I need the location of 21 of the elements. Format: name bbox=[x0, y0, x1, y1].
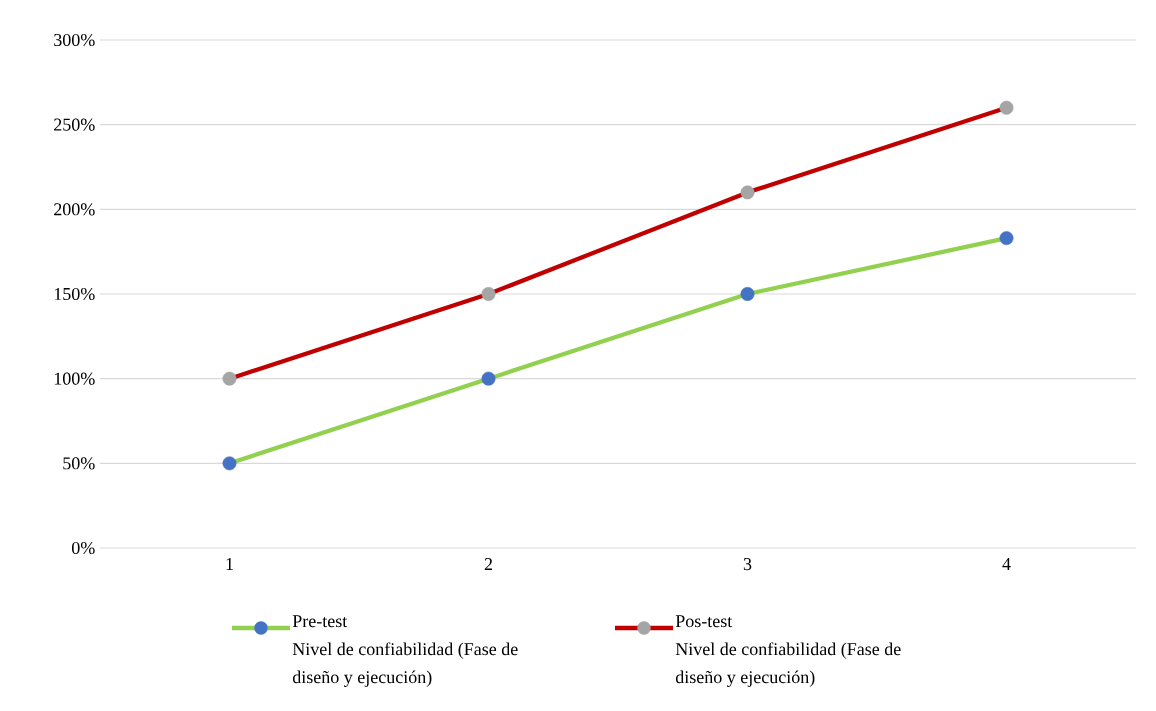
point bbox=[481, 371, 496, 386]
legend-label: Pre-test Nivel de confiabilidad (Fase de diseño y ejecución) bbox=[292, 615, 518, 687]
legend-label: Pos-test Nivel de confiabilidad (Fase de diseño y ejecución) bbox=[675, 615, 901, 687]
point bbox=[222, 456, 237, 471]
y-tick-label: 100% bbox=[54, 372, 95, 385]
point bbox=[999, 100, 1014, 115]
y-tick-label: 50% bbox=[63, 457, 95, 470]
point bbox=[481, 287, 496, 301]
y-tick-label: 150% bbox=[54, 287, 95, 301]
point bbox=[740, 287, 755, 301]
point bbox=[999, 231, 1014, 246]
x-tick-label: 3 bbox=[743, 558, 752, 571]
y-tick-label: 200% bbox=[54, 203, 95, 216]
x-tick-label: 1 bbox=[226, 558, 233, 570]
point bbox=[740, 185, 755, 200]
y-tick-label: 250% bbox=[54, 118, 95, 131]
y-tick-label: 0% bbox=[71, 541, 95, 555]
point bbox=[222, 371, 237, 386]
y-tick-label: 300% bbox=[54, 33, 95, 47]
x-tick-label: 4 bbox=[1002, 558, 1011, 570]
x-tick-label: 2 bbox=[484, 558, 493, 570]
